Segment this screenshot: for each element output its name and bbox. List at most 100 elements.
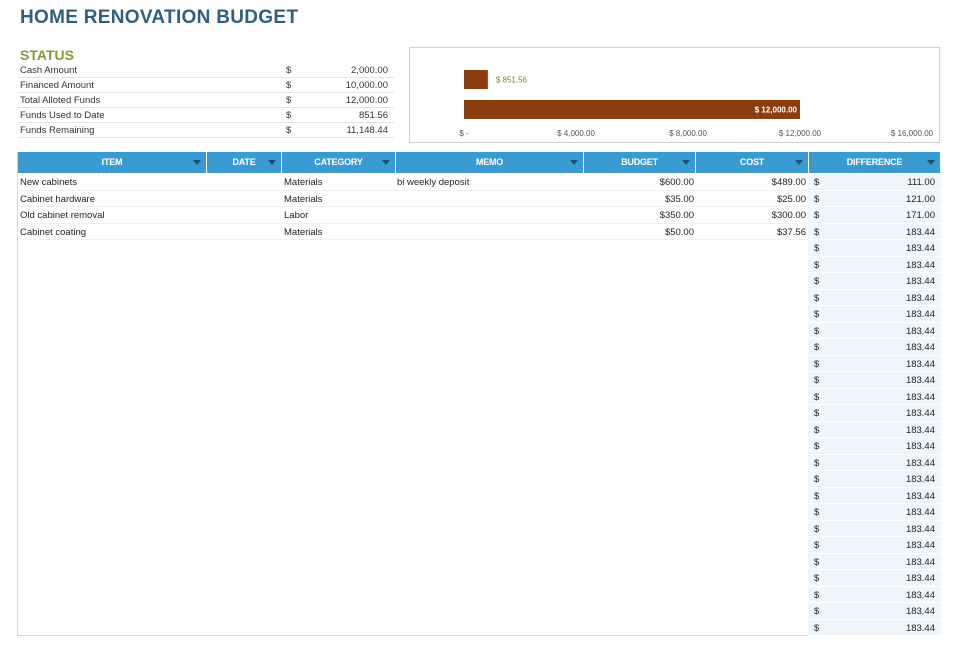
difference-currency: $ <box>814 292 820 304</box>
status-row: Total Alloted Funds $12,000.00 <box>18 93 394 108</box>
table-row: $183.44 <box>18 405 941 422</box>
table-row: $183.44 <box>18 240 941 257</box>
difference-currency: $ <box>814 556 820 568</box>
difference-cell: $183.44 <box>808 553 941 570</box>
difference-value: 183.44 <box>905 490 935 502</box>
status-currency: $ <box>286 65 292 76</box>
column-header-memo[interactable]: MEMO <box>396 152 584 173</box>
column-header-difference[interactable]: DIFFERENCE <box>809 152 941 173</box>
bar-funds-used <box>464 70 488 89</box>
status-label: Cash Amount <box>20 65 78 76</box>
category-cell[interactable]: Materials <box>284 193 323 205</box>
budget-cell[interactable]: $35.00 <box>664 193 694 205</box>
budget-cell[interactable]: $350.00 <box>659 210 694 221</box>
difference-value: 183.44 <box>905 243 935 254</box>
bar-total-funds <box>464 100 800 119</box>
column-header-label: BUDGET <box>621 157 658 167</box>
category-cell[interactable]: Labor <box>284 210 309 221</box>
page-title: HOME RENOVATION BUDGET <box>20 7 299 28</box>
difference-currency: $ <box>814 226 820 238</box>
item-cell[interactable]: Old cabinet removal <box>20 210 105 221</box>
difference-cell: $183.44 <box>808 256 941 273</box>
difference-currency: $ <box>814 177 820 188</box>
difference-currency: $ <box>814 259 820 271</box>
difference-value: 183.44 <box>905 507 935 518</box>
item-cell[interactable]: Cabinet coating <box>20 226 87 238</box>
column-header-budget[interactable]: BUDGET <box>584 152 696 173</box>
column-header-label: ITEM <box>101 157 123 167</box>
status-value[interactable]: 12,000.00 <box>345 95 388 106</box>
difference-cell: $183.44 <box>808 372 941 389</box>
difference-currency: $ <box>814 523 820 535</box>
difference-currency: $ <box>814 457 820 469</box>
difference-value: 183.44 <box>905 441 935 452</box>
filter-dropdown-icon[interactable] <box>570 160 578 165</box>
cost-cell[interactable]: $300.00 <box>771 210 806 221</box>
table-row: $183.44 <box>18 619 941 636</box>
cost-cell[interactable]: $37.56 <box>776 226 806 238</box>
table-row: $183.44 <box>18 289 941 306</box>
difference-cell: $183.44 <box>808 388 941 405</box>
status-row: Funds Remaining $11,148.44 <box>18 123 394 138</box>
table-row: $183.44 <box>18 421 941 438</box>
column-header-category[interactable]: CATEGORY <box>282 152 396 173</box>
category-cell[interactable]: Materials <box>284 226 323 238</box>
status-value[interactable]: 2,000.00 <box>351 65 388 76</box>
column-header-label: COST <box>739 157 765 167</box>
category-cell[interactable]: Materials <box>284 177 323 188</box>
budget-cell[interactable]: $600.00 <box>659 177 694 188</box>
difference-cell: $183.44 <box>808 273 941 290</box>
status-heading: STATUS <box>20 47 74 63</box>
table-row: $183.44 <box>18 273 941 290</box>
cost-cell[interactable]: $25.00 <box>776 193 806 205</box>
difference-currency: $ <box>814 573 820 584</box>
difference-currency: $ <box>814 193 820 205</box>
difference-value: 121.00 <box>905 193 935 205</box>
column-header-label: CATEGORY <box>314 157 363 167</box>
filter-dropdown-icon[interactable] <box>382 160 390 165</box>
item-cell[interactable]: New cabinets <box>20 177 78 188</box>
column-header-cost[interactable]: COST <box>696 152 809 173</box>
x-tick-label: $ 16,000.00 <box>891 129 934 138</box>
filter-dropdown-icon[interactable] <box>927 160 935 165</box>
status-value[interactable]: 11,148.44 <box>346 125 388 136</box>
budget-cell[interactable]: $50.00 <box>664 226 694 238</box>
filter-dropdown-icon[interactable] <box>682 160 690 165</box>
difference-value: 183.44 <box>905 358 935 370</box>
column-header-label: MEMO <box>475 157 504 167</box>
status-label: Funds Remaining <box>20 125 95 136</box>
table-row: $183.44 <box>18 520 941 537</box>
filter-dropdown-icon[interactable] <box>268 160 276 165</box>
filter-dropdown-icon[interactable] <box>795 160 803 165</box>
column-header-date[interactable]: DATE <box>207 152 282 173</box>
status-value[interactable]: 10,000.00 <box>345 80 388 91</box>
difference-cell: $183.44 <box>808 570 941 587</box>
table-row: $183.44 <box>18 438 941 455</box>
memo-cell[interactable]: bi weekly deposit <box>397 177 470 188</box>
table-body: New cabinets Materials bi weekly deposit $6… <box>18 174 941 636</box>
difference-cell: $183.44 <box>808 537 941 554</box>
difference-value: 111.00 <box>907 177 935 188</box>
difference-cell: $183.44 <box>808 240 941 257</box>
cost-cell[interactable]: $489.00 <box>771 177 806 188</box>
difference-cell: $183.44 <box>808 355 941 372</box>
difference-value: 183.44 <box>905 375 935 386</box>
column-header-item[interactable]: ITEM <box>18 152 207 173</box>
difference-currency: $ <box>814 210 820 221</box>
difference-cell: $121.00 <box>808 190 941 207</box>
table-row: $183.44 <box>18 570 941 587</box>
item-cell[interactable]: Cabinet hardware <box>20 193 95 205</box>
difference-cell: $183.44 <box>808 339 941 356</box>
difference-cell: $183.44 <box>808 438 941 455</box>
filter-dropdown-icon[interactable] <box>193 160 201 165</box>
table-row: $183.44 <box>18 586 941 603</box>
table-row: Cabinet coating Materials $50.00 $37.56 $183… <box>18 223 941 240</box>
difference-currency: $ <box>814 606 820 617</box>
table-row: $183.44 <box>18 388 941 405</box>
column-header-label: DIFFERENCE <box>846 157 903 167</box>
status-value[interactable]: 851.56 <box>358 110 388 121</box>
table-row: $183.44 <box>18 553 941 570</box>
difference-cell: $171.00 <box>808 207 941 224</box>
status-row: Financed Amount $10,000.00 <box>18 78 394 93</box>
difference-value: 183.44 <box>905 589 935 601</box>
